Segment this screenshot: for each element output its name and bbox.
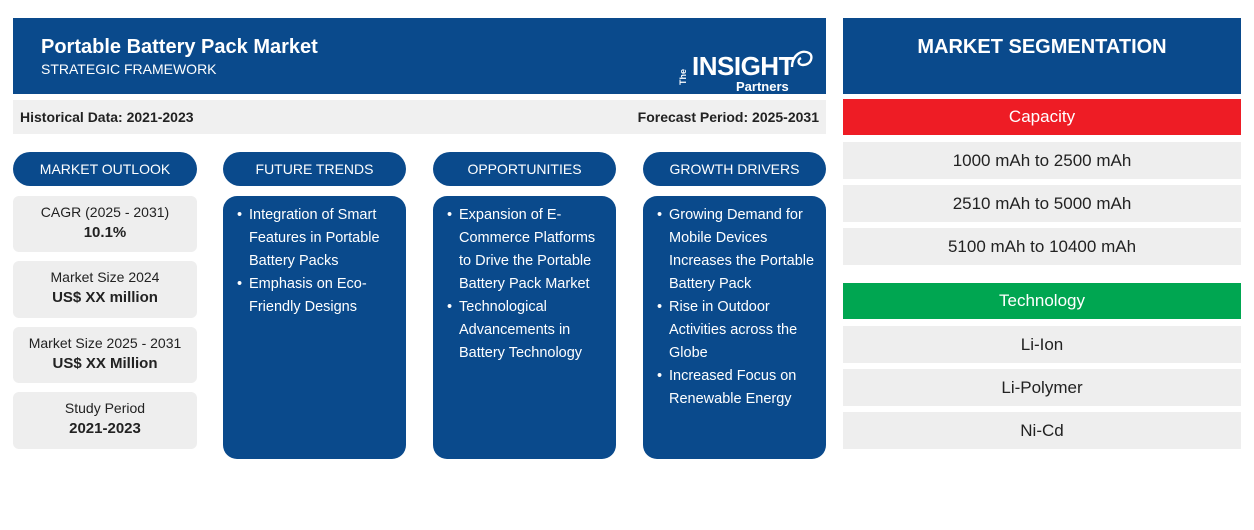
- logo-partners-text: Partners: [736, 79, 789, 94]
- logo-the-text: The: [678, 68, 688, 85]
- forecast-period-label: Forecast Period: 2025-2031: [637, 109, 819, 125]
- list-item: Growing Demand for Mobile Devices Increa…: [657, 204, 816, 296]
- study-period-card: Study Period 2021-2023: [13, 392, 197, 449]
- insight-partners-logo: The INSIGHT Partners: [678, 50, 818, 101]
- growth-drivers-panel: Growing Demand for Mobile Devices Increa…: [643, 196, 826, 459]
- logo-insight-text: INSIGHT: [692, 51, 794, 81]
- market-size-2024-value: US$ XX million: [52, 289, 158, 306]
- segment-item: Li-Polymer: [843, 369, 1241, 406]
- period-info-bar: Historical Data: 2021-2023 Forecast Peri…: [13, 100, 826, 134]
- list-item: Technological Advancements in Battery Te…: [447, 296, 606, 365]
- future-trends-panel: Integration of Smart Features in Portabl…: [223, 196, 406, 459]
- cagr-card: CAGR (2025 - 2031) 10.1%: [13, 196, 197, 252]
- report-subtitle: STRATEGIC FRAMEWORK: [41, 61, 217, 77]
- list-item: Integration of Smart Features in Portabl…: [237, 204, 396, 273]
- capacity-category-bar: Capacity: [843, 99, 1241, 135]
- technology-category-bar: Technology: [843, 283, 1241, 319]
- segment-item: 5100 mAh to 10400 mAh: [843, 228, 1241, 265]
- opportunities-panel: Expansion of E-Commerce Platforms to Dri…: [433, 196, 616, 459]
- report-title: Portable Battery Pack Market: [41, 36, 318, 58]
- market-size-forecast-card: Market Size 2025 - 2031 US$ XX Million: [13, 327, 197, 383]
- market-size-forecast-value: US$ XX Million: [52, 355, 158, 372]
- report-header: Portable Battery Pack Market STRATEGIC F…: [13, 18, 826, 94]
- future-trends-header: FUTURE TRENDS: [223, 152, 406, 186]
- cagr-value: 10.1%: [83, 224, 127, 241]
- market-size-2024-card: Market Size 2024 US$ XX million: [13, 261, 197, 318]
- segment-item: 1000 mAh to 2500 mAh: [843, 142, 1241, 179]
- market-segmentation-header: MARKET SEGMENTATION: [843, 18, 1241, 94]
- opportunities-header: OPPORTUNITIES: [433, 152, 616, 186]
- market-size-2024-label: Market Size 2024: [50, 269, 160, 285]
- market-size-forecast-label: Market Size 2025 - 2031: [28, 335, 182, 351]
- segment-item: Ni-Cd: [843, 412, 1241, 449]
- list-item: Increased Focus on Renewable Energy: [657, 365, 816, 411]
- list-item: Expansion of E-Commerce Platforms to Dri…: [447, 204, 606, 296]
- list-item: Emphasis on Eco-Friendly Designs: [237, 273, 396, 319]
- growth-drivers-header: GROWTH DRIVERS: [643, 152, 826, 186]
- historical-data-label: Historical Data: 2021-2023: [20, 109, 194, 125]
- study-period-label: Study Period: [64, 400, 146, 416]
- cagr-label: CAGR (2025 - 2031): [40, 204, 170, 220]
- segment-item: Li-Ion: [843, 326, 1241, 363]
- study-period-value: 2021-2023: [69, 420, 141, 437]
- logo-swirl-icon: [790, 50, 813, 68]
- segment-item: 2510 mAh to 5000 mAh: [843, 185, 1241, 222]
- market-outlook-header: MARKET OUTLOOK: [13, 152, 197, 186]
- list-item: Rise in Outdoor Activities across the Gl…: [657, 296, 816, 365]
